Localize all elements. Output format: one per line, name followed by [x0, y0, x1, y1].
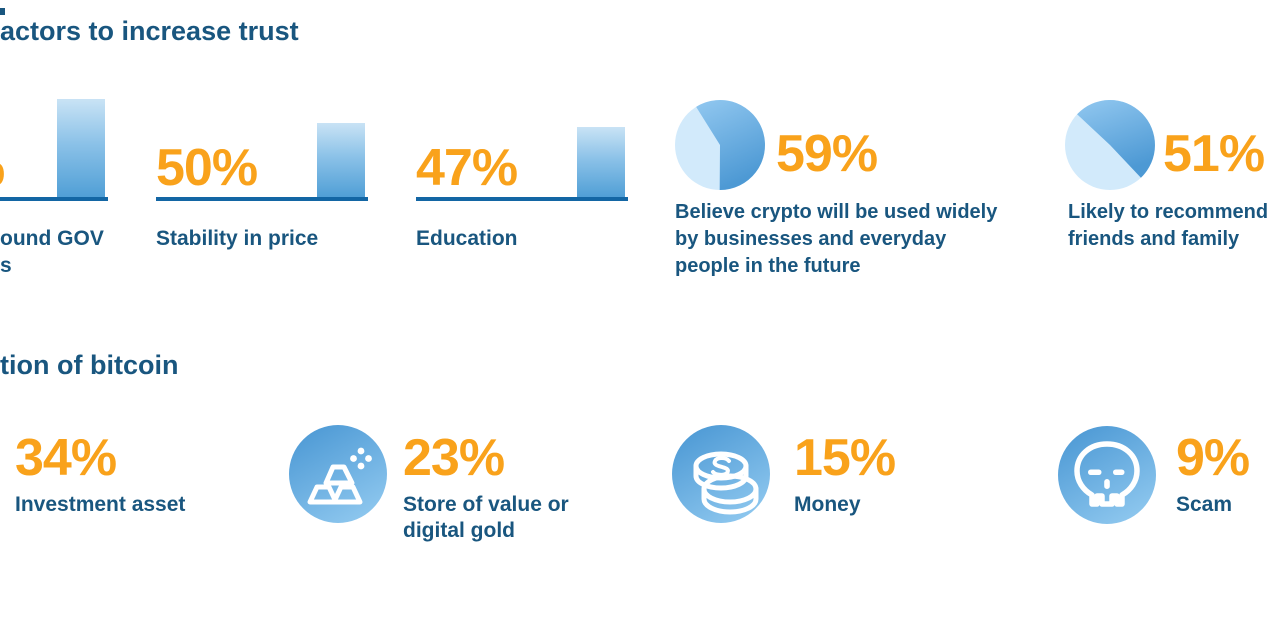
- stat3-label: Money: [794, 493, 861, 516]
- pie2-label: Likely to recommend friends and family: [1068, 201, 1269, 250]
- bar2-value-label: 50%: [156, 139, 258, 197]
- coins-icon: [693, 451, 759, 515]
- bar1-baseline: [0, 197, 108, 201]
- section-title-trust: actors to increase trust: [0, 16, 299, 46]
- stat1-label: Investment asset: [15, 493, 186, 516]
- bar2-baseline: [156, 197, 368, 201]
- stat3-icon-circle: [672, 425, 770, 523]
- stat2-value-label: 23%: [403, 429, 505, 487]
- pie1-label: Believe crypto will be used widely by bu…: [675, 201, 998, 277]
- bar3-label: Education: [416, 227, 518, 250]
- pie-dark-slice: [1077, 100, 1155, 178]
- bar1-column: [57, 99, 105, 197]
- bar3-baseline: [416, 197, 628, 201]
- section-title-perception: tion of bitcoin: [0, 350, 179, 380]
- stat2-label: Store of value or digital gold: [403, 493, 569, 542]
- stat4-value-label: 9%: [1176, 429, 1250, 487]
- cropped-edge-fragment: [0, 8, 5, 15]
- bar1-label: ound GOV s: [0, 227, 104, 277]
- gold-bars-icon: [307, 447, 372, 505]
- bar2-label: Stability in price: [156, 227, 319, 250]
- pie-chart-future-use: [675, 100, 765, 190]
- stat3-value-label: 15%: [794, 429, 896, 487]
- bar3-column: [577, 127, 625, 197]
- skull-icon: [1074, 441, 1140, 507]
- pie-dark-slice: [696, 100, 765, 190]
- bar2-column: [317, 123, 365, 197]
- bar1-value-label-fragment: %: [0, 142, 5, 194]
- stat4-icon-circle: [1058, 426, 1156, 524]
- bar3-value-label: 47%: [416, 139, 518, 197]
- stat2-icon-circle: [289, 425, 387, 523]
- pie2-value-label: 51%: [1163, 125, 1265, 183]
- pie-chart-recommend: [1065, 100, 1155, 190]
- stat1-value-label: 34%: [15, 429, 117, 487]
- pie1-value-label: 59%: [776, 125, 878, 183]
- stat4-label: Scam: [1176, 493, 1233, 516]
